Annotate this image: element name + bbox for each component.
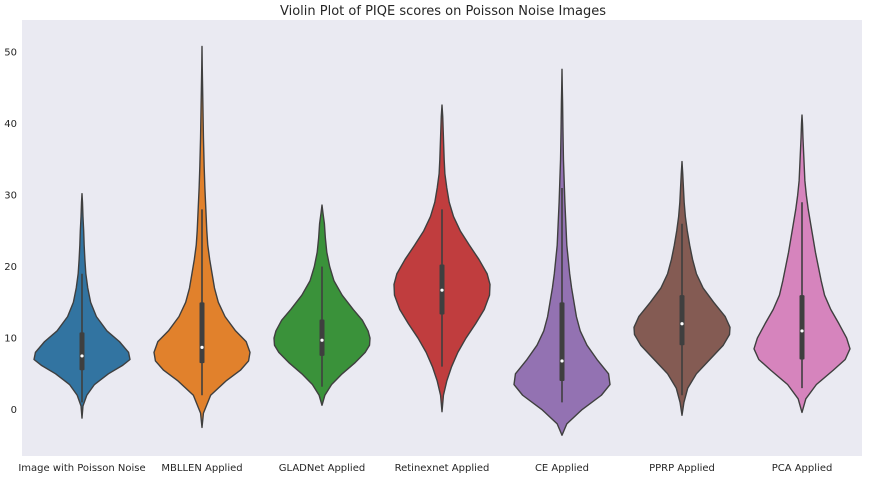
x-tick-label: Image with Poisson Noise [18, 463, 145, 474]
median-point [560, 359, 564, 363]
y-tick-label: 30 [4, 191, 17, 202]
y-tick-label: 10 [4, 334, 17, 345]
y-tick-label: 40 [4, 119, 17, 130]
median-point [80, 354, 84, 358]
y-axis: 0 10 20 30 40 50 [4, 48, 17, 416]
iqr-box [679, 295, 685, 346]
median-point [680, 322, 684, 326]
median-point [200, 345, 204, 349]
x-axis: Image with Poisson Noise MBLLEN Applied GL… [18, 463, 832, 474]
x-tick-label: PCA Applied [772, 463, 833, 474]
x-tick-label: MBLLEN Applied [161, 463, 242, 474]
y-tick-label: 20 [4, 262, 17, 273]
x-tick-label: PPRP Applied [649, 463, 715, 474]
x-tick-label: Retinexnet Applied [395, 463, 490, 474]
median-point [440, 288, 444, 292]
violins [33, 45, 851, 436]
iqr-box [319, 319, 325, 356]
median-point [800, 329, 804, 333]
y-tick-label: 50 [4, 48, 17, 59]
iqr-box [79, 332, 85, 371]
x-tick-label: CE Applied [535, 463, 589, 474]
median-point [320, 338, 324, 342]
y-tick-label: 0 [11, 405, 17, 416]
iqr-box [199, 302, 205, 364]
iqr-box [799, 295, 805, 360]
iqr-box [559, 302, 565, 381]
chart-title: Violin Plot of PIQE scores on Poisson No… [280, 4, 606, 19]
x-tick-label: GLADNet Applied [279, 463, 365, 474]
